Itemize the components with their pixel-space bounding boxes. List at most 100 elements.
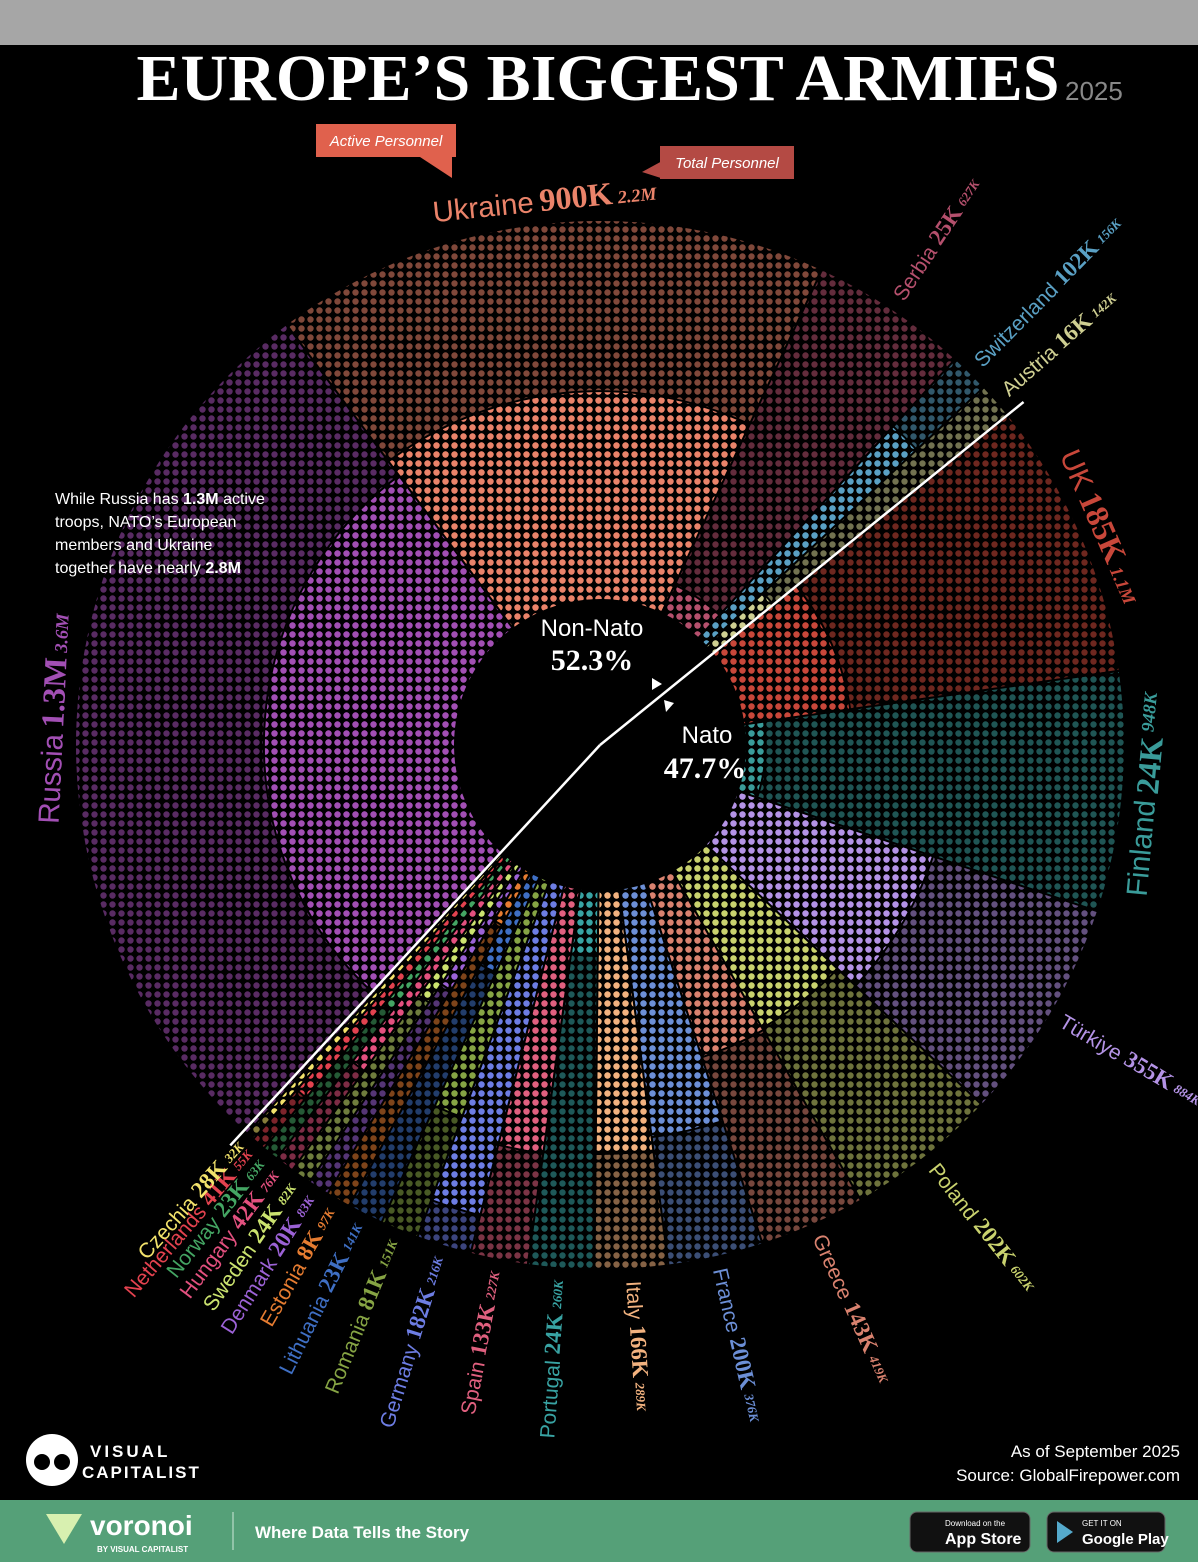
app-store-button[interactable] bbox=[909, 1511, 1031, 1553]
active-label: 355K bbox=[1120, 1046, 1178, 1094]
total-label: 948K bbox=[1137, 690, 1161, 733]
country-name: Germany bbox=[375, 1341, 423, 1431]
google-play-small: GET IT ON bbox=[1082, 1519, 1122, 1528]
google-play-icon bbox=[1057, 1521, 1073, 1543]
active-label: 23K bbox=[314, 1248, 355, 1296]
share-label: Nato bbox=[682, 722, 733, 749]
google-play-label: Google Play bbox=[1082, 1531, 1169, 1548]
total-label: 376K bbox=[741, 1391, 762, 1424]
country-label: Portugal 24K260K bbox=[534, 1278, 571, 1439]
total-label: 142K bbox=[1088, 290, 1120, 321]
country-label: Austria16K142K bbox=[996, 285, 1123, 400]
voronoi-logo bbox=[46, 1514, 82, 1544]
brand-logo bbox=[26, 1434, 78, 1486]
divider-line bbox=[229, 744, 601, 1147]
app-store-small: Download on the bbox=[945, 1519, 1006, 1528]
total-label: 260K bbox=[549, 1279, 566, 1311]
share-arrow bbox=[652, 678, 662, 690]
active-label: 24K bbox=[540, 1312, 568, 1355]
total-label: 884K bbox=[1171, 1081, 1198, 1109]
brand-logo bbox=[34, 1454, 50, 1470]
country-label: Russia 1.3M3.6M bbox=[30, 612, 76, 825]
country-name: Serbia bbox=[889, 241, 942, 304]
active-label: 202K bbox=[969, 1214, 1021, 1271]
google-play-button[interactable] bbox=[1046, 1511, 1166, 1553]
total-label: 82K bbox=[274, 1180, 299, 1207]
total-label: 227K bbox=[482, 1269, 503, 1302]
total-label: 156K bbox=[1093, 215, 1124, 246]
active-label: 900K bbox=[537, 175, 614, 218]
legend-pointer bbox=[642, 160, 664, 179]
active-label: 16K bbox=[1050, 308, 1097, 354]
total-label: 627K bbox=[954, 176, 983, 209]
plot bbox=[74, 219, 1127, 1271]
total-label: 2.2M bbox=[616, 183, 659, 207]
country-label: Poland202K602K bbox=[924, 1158, 1042, 1298]
annotation-text: 2.8M bbox=[205, 560, 241, 577]
country-label: France200K376K bbox=[708, 1265, 768, 1425]
country-name: Portugal bbox=[536, 1359, 565, 1439]
legend-box bbox=[660, 146, 794, 179]
voronoi-by: BY VISUAL CAPITALIST bbox=[97, 1545, 188, 1554]
legend-label: Total Personnel bbox=[675, 155, 779, 172]
total-label: 289K bbox=[632, 1381, 649, 1412]
share-value: 47.7% bbox=[664, 752, 747, 785]
tagline: Where Data Tells the Story bbox=[255, 1523, 470, 1542]
country-name: France bbox=[708, 1266, 745, 1335]
country-label: Türkiye355K884K bbox=[1055, 1008, 1198, 1113]
country-name: Greece bbox=[808, 1231, 857, 1303]
annotation-text: active troops, NATO’s European members a… bbox=[55, 491, 265, 577]
app-store-label: App Store bbox=[945, 1531, 1022, 1548]
country-name: Türkiye bbox=[1055, 1010, 1126, 1065]
brand-name: CAPITALIST bbox=[82, 1463, 201, 1482]
chart-subtitle: 2025 bbox=[1065, 76, 1123, 106]
active-label: 182K bbox=[401, 1285, 440, 1343]
total-label: 97K bbox=[314, 1205, 338, 1232]
country-name: UK bbox=[1053, 445, 1100, 496]
share-arrow bbox=[664, 700, 674, 712]
active-label: 200K bbox=[724, 1335, 760, 1392]
active-label: 133K bbox=[466, 1302, 501, 1358]
source-note: Source: GlobalFirepower.com bbox=[956, 1466, 1180, 1485]
top-bar bbox=[0, 0, 1198, 45]
legend-box bbox=[316, 124, 456, 157]
country-label: Greece143K419K bbox=[808, 1230, 897, 1388]
brand-name: VISUAL bbox=[90, 1442, 170, 1461]
country-label: Italy 166K 289K bbox=[622, 1280, 655, 1413]
active-label: 166K bbox=[625, 1325, 653, 1379]
brand-logo bbox=[54, 1454, 70, 1470]
chart-title: EUROPE’S BIGGEST ARMIES bbox=[136, 42, 1059, 115]
divider-line bbox=[599, 401, 1025, 746]
total-label: 3.6M bbox=[51, 612, 73, 654]
footer: VISUAL CAPITALIST As of September 2025 S… bbox=[0, 1434, 1198, 1562]
total-label: 1.1M bbox=[1106, 563, 1140, 607]
total-label: 216K bbox=[423, 1254, 446, 1288]
country-label: Finland24K 948K bbox=[1120, 689, 1174, 897]
country-name: Romania bbox=[321, 1310, 374, 1397]
country-name: Italy bbox=[622, 1280, 647, 1320]
active-label: 143K bbox=[839, 1298, 883, 1356]
country-label: Serbia25K627K bbox=[887, 173, 987, 305]
date-note: As of September 2025 bbox=[1011, 1442, 1180, 1461]
total-label: 151K bbox=[376, 1237, 401, 1270]
country-name: Ukraine bbox=[431, 186, 535, 229]
annotation-text: 1.3M bbox=[183, 491, 219, 508]
voronoi-name: voronoi bbox=[90, 1510, 193, 1541]
total-label: 419K bbox=[866, 1352, 892, 1386]
active-label: 24K bbox=[1129, 736, 1170, 796]
country-name: Spain bbox=[456, 1359, 489, 1416]
annotation-text: While Russia has bbox=[55, 491, 184, 508]
share-label: Non-Nato bbox=[541, 615, 644, 642]
annotation: While Russia has 1.3M active troops, NAT… bbox=[55, 488, 270, 580]
legend-label: Active Personnel bbox=[329, 133, 443, 150]
country-name: Poland bbox=[924, 1159, 983, 1225]
total-label: 141K bbox=[339, 1220, 366, 1253]
center-labels: Non-Nato 52.3% Nato 47.7% bbox=[541, 615, 747, 785]
active-label: 25K bbox=[924, 201, 968, 249]
legend: Active Personnel Total Personnel bbox=[316, 124, 794, 179]
active-label: 1.3M bbox=[34, 656, 73, 728]
total-label: 602K bbox=[1008, 1262, 1038, 1294]
active-label: 102K bbox=[1049, 235, 1104, 290]
